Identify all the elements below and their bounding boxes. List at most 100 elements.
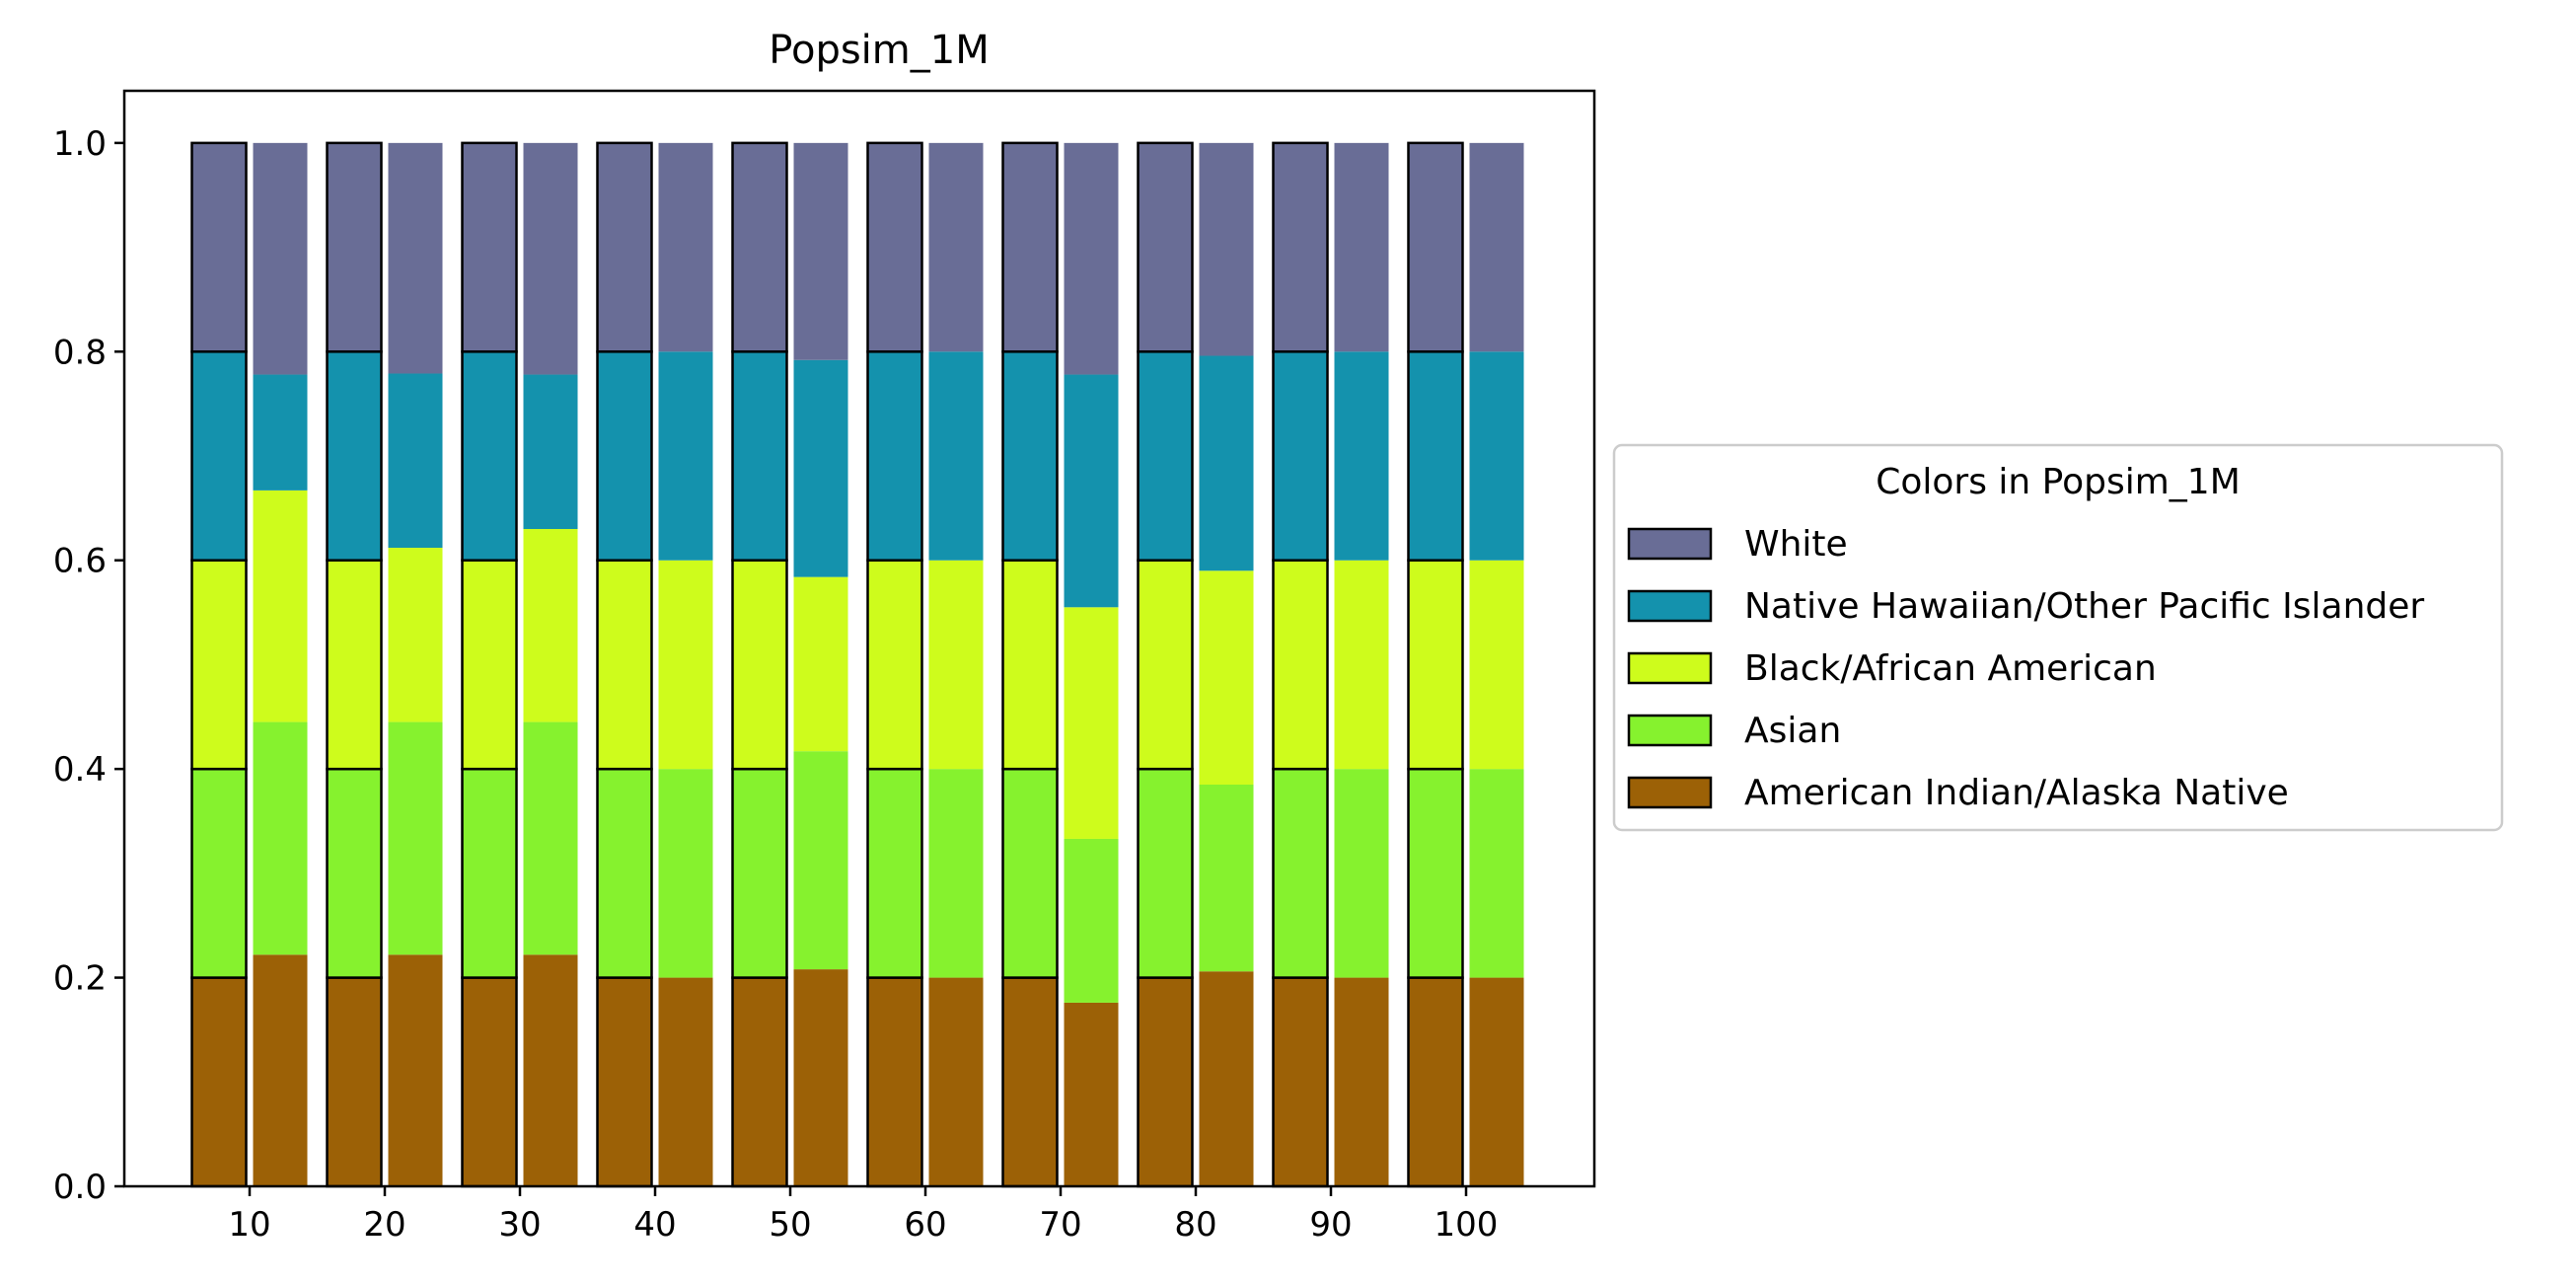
bar-outlined-30-native-hawaiian-other-pacific-islander: [461, 350, 518, 562]
bar-filled-40-native-hawaiian-other-pacific-islander: [658, 351, 713, 561]
legend-swatch: [1627, 527, 1713, 561]
bar-outlined-80-native-hawaiian-other-pacific-islander: [1137, 350, 1194, 562]
bar-filled-20-native-hawaiian-other-pacific-islander: [388, 373, 443, 549]
y-axis: 0.0 0.2 0.4 0.6 0.8 1.0: [53, 124, 124, 1207]
bar-outlined-20-native-hawaiian-other-pacific-islander: [326, 350, 383, 562]
x-tick-label: 10: [228, 1205, 270, 1245]
bar-outlined-90-native-hawaiian-other-pacific-islander: [1272, 350, 1329, 562]
bar-filled-90-american-indian-alaska-native: [1334, 977, 1389, 1186]
bar-filled-80-asian: [1199, 785, 1254, 972]
bar-filled-40-american-indian-alaska-native: [658, 977, 713, 1186]
bars-layer: [190, 141, 1524, 1188]
x-tick-label: 90: [1309, 1205, 1352, 1245]
legend-title: Colors in Popsim_1M: [1876, 462, 2241, 502]
bar-outlined-30-american-indian-alaska-native: [461, 976, 518, 1188]
bar-outlined-80-asian: [1137, 767, 1194, 979]
bar-filled-60-white: [928, 142, 984, 352]
bar-filled-80-american-indian-alaska-native: [1199, 971, 1254, 1186]
bar-outlined-70-white: [1001, 141, 1059, 353]
bar-outlined-60-white: [866, 141, 923, 353]
bar-filled-80-white: [1199, 142, 1254, 356]
bar-filled-30-white: [523, 142, 578, 375]
bar-filled-100-white: [1469, 142, 1524, 352]
bar-filled-90-native-hawaiian-other-pacific-islander: [1334, 351, 1389, 561]
x-tick-label: 50: [769, 1205, 811, 1245]
bar-outlined-60-native-hawaiian-other-pacific-islander: [866, 350, 923, 562]
bar-filled-70-white: [1064, 142, 1119, 375]
bar-outlined-60-black-african-american: [866, 559, 923, 771]
bar-outlined-100-native-hawaiian-other-pacific-islander: [1407, 350, 1464, 562]
bar-filled-30-asian: [523, 721, 578, 955]
x-tick-label: 80: [1174, 1205, 1216, 1245]
bar-outlined-100-white: [1407, 141, 1464, 353]
bar-filled-100-american-indian-alaska-native: [1469, 977, 1524, 1186]
bar-filled-90-black-african-american: [1334, 560, 1389, 770]
bar-filled-30-native-hawaiian-other-pacific-islander: [523, 374, 578, 529]
bar-outlined-50-native-hawaiian-other-pacific-islander: [731, 350, 788, 562]
bar-filled-50-black-african-american: [793, 576, 848, 752]
chart-title: Popsim_1M: [769, 28, 989, 73]
bar-filled-10-american-indian-alaska-native: [253, 954, 308, 1186]
bar-filled-80-black-african-american: [1199, 570, 1254, 785]
bar-outlined-40-white: [596, 141, 653, 353]
bar-filled-40-white: [658, 142, 713, 352]
bar-filled-60-asian: [928, 769, 984, 978]
x-tick-label: 100: [1435, 1205, 1499, 1245]
bar-outlined-20-black-african-american: [326, 559, 383, 771]
bar-outlined-10-asian: [190, 767, 248, 979]
legend-label: White: [1744, 524, 1848, 565]
bar-filled-50-american-indian-alaska-native: [793, 969, 848, 1186]
bar-outlined-100-black-african-american: [1407, 559, 1464, 771]
bar-filled-30-black-african-american: [523, 529, 578, 722]
plot-frame: [122, 89, 1596, 1188]
bar-outlined-20-asian: [326, 767, 383, 979]
bar-outlined-50-american-indian-alaska-native: [731, 976, 788, 1188]
bar-outlined-40-native-hawaiian-other-pacific-islander: [596, 350, 653, 562]
bar-filled-10-black-african-american: [253, 490, 308, 722]
bar-outlined-90-asian: [1272, 767, 1329, 979]
x-tick-label: 60: [904, 1205, 946, 1245]
legend-swatch: [1627, 776, 1713, 809]
bar-outlined-40-black-african-american: [596, 559, 653, 771]
bar-outlined-70-asian: [1001, 767, 1059, 979]
bar-outlined-40-american-indian-alaska-native: [596, 976, 653, 1188]
bar-outlined-70-american-indian-alaska-native: [1001, 976, 1059, 1188]
bar-outlined-10-white: [190, 141, 248, 353]
bar-outlined-20-white: [326, 141, 383, 353]
bar-filled-10-white: [253, 142, 308, 375]
bar-filled-70-native-hawaiian-other-pacific-islander: [1064, 374, 1119, 608]
bar-outlined-80-american-indian-alaska-native: [1137, 976, 1194, 1188]
x-axis: 10 20 30 40 50 60 70 80 90 100: [228, 1186, 1498, 1245]
bar-filled-40-asian: [658, 769, 713, 978]
bar-filled-70-asian: [1064, 838, 1119, 1003]
bar-filled-30-american-indian-alaska-native: [523, 954, 578, 1186]
bar-outlined-60-asian: [866, 767, 923, 979]
y-tick-label: 0.6: [53, 542, 107, 581]
bar-filled-10-native-hawaiian-other-pacific-islander: [253, 374, 308, 491]
bar-filled-90-asian: [1334, 769, 1389, 978]
legend-swatch: [1627, 651, 1713, 685]
legend-entries: White Native Hawaiian/Other Pacific Islan…: [1627, 524, 2424, 813]
bar-filled-90-white: [1334, 142, 1389, 352]
bar-outlined-80-white: [1137, 141, 1194, 353]
bar-outlined-100-asian: [1407, 767, 1464, 979]
y-tick-label: 0.0: [53, 1168, 107, 1207]
bar-outlined-30-asian: [461, 767, 518, 979]
legend-label: Asian: [1744, 711, 1841, 751]
y-tick-label: 0.2: [53, 959, 107, 999]
bar-filled-60-black-african-american: [928, 560, 984, 770]
bar-filled-100-asian: [1469, 769, 1524, 978]
bar-filled-50-native-hawaiian-other-pacific-islander: [793, 359, 848, 577]
bar-outlined-90-black-african-american: [1272, 559, 1329, 771]
x-tick-label: 20: [363, 1205, 405, 1245]
y-tick-label: 1.0: [53, 124, 107, 164]
bar-filled-20-white: [388, 142, 443, 374]
bar-outlined-30-black-african-american: [461, 559, 518, 771]
bar-outlined-70-native-hawaiian-other-pacific-islander: [1001, 350, 1059, 562]
bar-filled-60-american-indian-alaska-native: [928, 977, 984, 1186]
bar-filled-40-black-african-american: [658, 560, 713, 770]
x-tick-label: 30: [498, 1205, 541, 1245]
bar-filled-100-black-african-american: [1469, 560, 1524, 770]
bar-outlined-90-white: [1272, 141, 1329, 353]
